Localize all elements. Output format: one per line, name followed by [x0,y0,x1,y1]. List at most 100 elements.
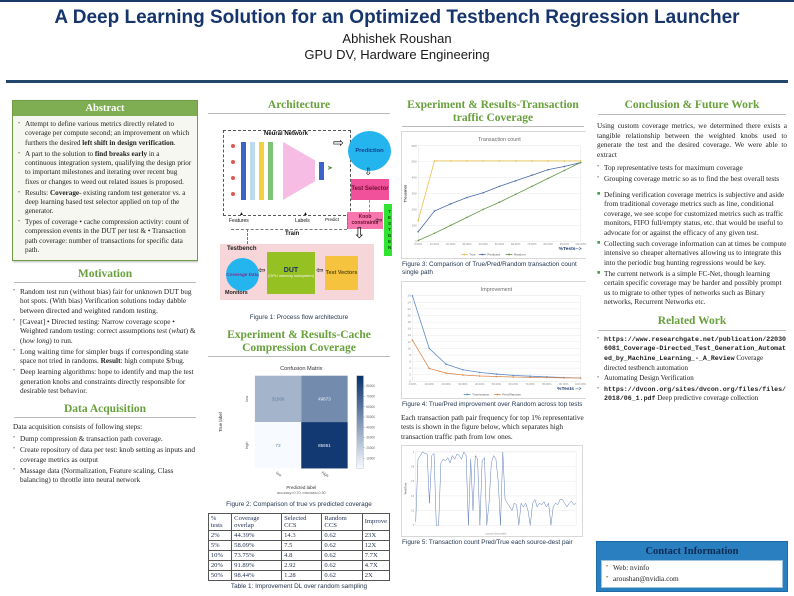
svg-text:20: 20 [408,313,412,317]
heading-related-work: Related Work [657,314,727,327]
list-item: • https://www.researchgate.net/publicatio… [597,335,787,372]
list-item: • A part to the solution to find breaks e… [18,149,192,186]
heading-rule [14,416,196,418]
test-selector-box: Test Selector [351,178,389,200]
svg-text:6: 6 [409,359,411,363]
svg-text:Confusion Matrix: Confusion Matrix [280,366,323,372]
table-cell: 1.28 [281,569,323,581]
figure1-caption: Figure 1: Process flow architecture [249,313,349,321]
column-header: % tests [207,512,233,531]
reference-url: https://dvcon.org/sites/dvcon.org/files/… [604,385,787,403]
bullet-icon: • [13,466,16,473]
top-rule [0,0,794,2]
table1-caption: Table 1: Improvement DL over random samp… [230,582,368,590]
bullet-icon: • [18,150,21,157]
svg-text:500: 500 [412,159,417,163]
table-row: 50% 98.44% 1.28 0.62 2X [207,569,391,581]
prediction-node: Prediction [348,130,391,171]
svg-text:2: 2 [409,372,411,376]
chart-svg: 0 0.2 0.4 0.6 0.8 1 Pred/True source-dest pairs [403,451,577,535]
bullet-icon: • [597,174,600,181]
table-cell: 50% [207,569,233,581]
svg-text:20000: 20000 [366,446,375,450]
svg-text:True/random: True/random [472,392,490,396]
svg-text:85961: 85961 [318,443,331,448]
svg-text:22: 22 [408,307,412,311]
svg-text:8: 8 [409,353,411,357]
data-acquisition-list: • Dump compression & transaction path cov… [13,434,197,484]
svg-text:100.00%: 100.00% [575,382,586,386]
svg-text:60000: 60000 [366,404,375,408]
conclusion-list-2: ■ Defining verification coverage metrics … [597,190,787,308]
train-connector [231,228,347,230]
svg-text:%Tests-->: %Tests--> [559,246,582,252]
table-cell: 7.7X [361,549,391,561]
svg-text:0.4: 0.4 [411,496,415,498]
svg-text:10: 10 [408,346,412,350]
table-cell: 5% [207,539,233,551]
dut-box: DUT (GPU memory subsystem) [267,251,315,294]
train-label: Train [285,230,300,237]
monitors-label: Monitors [225,289,248,296]
list-item: • [Caveat] • Directed testing: Narrow cov… [13,316,196,345]
svg-text:30000: 30000 [366,435,375,439]
data-acquisition-intro: Data acquisition consists of following s… [13,421,143,431]
nn-layer [268,141,273,200]
to-test-selector-arrow-icon: ⇩ [364,166,373,178]
features-label: Features [229,217,249,224]
svg-text:100: 100 [412,223,417,227]
svg-text:60.00%: 60.00% [511,242,521,246]
svg-text:400: 400 [412,175,417,179]
nn-layer [259,141,264,200]
svg-text:Pred/Random: Pred/Random [502,392,521,396]
heading-transaction-results: Experiment & Results-Transaction traffic… [407,99,579,124]
test-vectors-box: Test Vectors [325,255,358,290]
bullet-icon: • [606,564,609,571]
svg-text:%Tests -->: %Tests --> [557,386,581,392]
table-cell: 73.75% [231,549,283,561]
list-item: • Massage data (Normalization, Feature sc… [13,465,174,485]
list-item: • Create repository of data per test: kno… [13,445,196,464]
predict-label: Predict [325,216,340,222]
svg-text:0: 0 [413,525,415,527]
table-cell: 23X [361,529,391,541]
header-rule [6,80,788,83]
svg-text:10000: 10000 [366,456,375,460]
svg-text:70000: 70000 [366,394,375,398]
column-conclusion: Conclusion & Future Work Using custom co… [596,92,788,592]
svg-text:low: low [244,395,249,401]
figure3-caption: Figure 3: Comparison of True/Pred/Random… [402,260,577,276]
svg-text:high: high [321,469,330,477]
selector-knob-connector [369,199,370,212]
table-cell: 2% [207,529,233,541]
svg-text:20.00%: 20.00% [446,242,456,246]
table-cell: 44.39% [231,529,283,541]
column-header: Coverage overlap [231,512,283,531]
figure4-improvement-chart: 0 2 4 6 8 10 12 14 16 18 20 22 24 26 1.00% 10.00% 20.00%… [401,280,586,399]
list-item: • Results: Coverage- existing random test… [18,188,186,216]
svg-text:0: 0 [415,239,417,243]
svg-text:Random: Random [514,252,526,256]
transaction-paragraph: Each transaction path pair frequency for… [401,412,584,442]
bullet-icon: • [13,446,16,453]
table-cell: 2.92 [281,559,323,571]
nn-input-node [231,143,235,148]
bullet-icon: • [18,219,21,226]
abstract-heading: Abstract [13,101,197,116]
svg-text:40.00%: 40.00% [479,242,489,246]
svg-text:Predicted label: Predicted label [286,484,316,489]
column-transaction-results: Experiment & Results-Transaction traffic… [400,92,586,592]
svg-text:accuracy=0.70; misclass=0.30: accuracy=0.70; misclass=0.30 [277,491,326,495]
table-cell: 4.8 [281,549,323,561]
table-cell: 2X [361,569,391,581]
testbench-label: Testbench [227,245,257,252]
figure2-caption: Figure 2: Comparison of true vs predicte… [226,500,372,508]
labels-label: Labels [295,217,310,224]
svg-text:200: 200 [412,207,417,211]
svg-text:Predicted: Predicted [487,252,500,256]
heatmap-svg: Confusion Matrix 31566 49873 72 85961 low high… [218,366,375,495]
dut-label: DUT [283,267,299,275]
bullet-icon: • [597,375,600,382]
nn-output-layer [319,161,324,180]
list-item: ■ Collecting such coverage information ca… [597,238,787,267]
